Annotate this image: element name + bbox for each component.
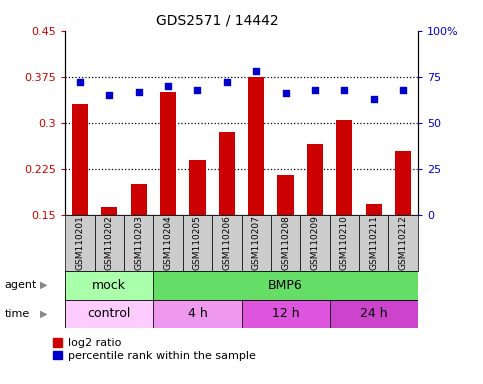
Text: agent: agent	[5, 280, 37, 290]
Text: 24 h: 24 h	[360, 308, 387, 320]
Point	[105, 92, 113, 98]
Bar	[329, 300, 418, 328]
Text: GSM110209: GSM110209	[311, 215, 319, 270]
Bar	[65, 271, 154, 300]
Bar	[278, 175, 294, 215]
Bar	[366, 204, 382, 215]
Bar	[124, 215, 154, 271]
Bar	[271, 215, 300, 271]
Point	[164, 83, 172, 89]
Point	[252, 68, 260, 74]
Bar	[248, 77, 264, 215]
Point	[223, 79, 231, 85]
Text: GSM110201: GSM110201	[75, 215, 85, 270]
Point	[135, 88, 142, 94]
Point	[341, 87, 348, 93]
Bar	[130, 184, 147, 215]
Bar	[189, 160, 205, 215]
Bar	[242, 215, 271, 271]
Text: GSM110211: GSM110211	[369, 215, 378, 270]
Bar	[329, 215, 359, 271]
Bar	[101, 207, 117, 215]
Point	[311, 87, 319, 93]
Text: time: time	[5, 309, 30, 319]
Bar	[154, 215, 183, 271]
Text: BMP6: BMP6	[268, 279, 303, 291]
Point	[282, 90, 289, 96]
Text: GSM110206: GSM110206	[222, 215, 231, 270]
Point	[76, 79, 84, 85]
Bar	[65, 215, 95, 271]
Text: GSM110202: GSM110202	[105, 215, 114, 270]
Bar	[388, 215, 418, 271]
Text: GSM110208: GSM110208	[281, 215, 290, 270]
Bar	[307, 144, 323, 215]
Bar	[212, 215, 242, 271]
Bar	[300, 215, 329, 271]
Bar	[359, 215, 388, 271]
Text: GSM110210: GSM110210	[340, 215, 349, 270]
Bar	[395, 151, 411, 215]
Bar	[65, 300, 154, 328]
Bar	[72, 104, 88, 215]
Text: ▶: ▶	[40, 309, 47, 319]
Bar	[183, 215, 212, 271]
Legend: log2 ratio, percentile rank within the sample: log2 ratio, percentile rank within the s…	[49, 334, 260, 365]
Text: control: control	[87, 308, 131, 320]
Text: GDS2571 / 14442: GDS2571 / 14442	[156, 13, 279, 27]
Bar	[154, 271, 418, 300]
Text: ▶: ▶	[40, 280, 47, 290]
Point	[399, 87, 407, 93]
Bar	[95, 215, 124, 271]
Text: 12 h: 12 h	[272, 308, 299, 320]
Bar	[242, 300, 330, 328]
Point	[194, 87, 201, 93]
Bar	[336, 120, 353, 215]
Bar	[219, 132, 235, 215]
Text: GSM110212: GSM110212	[398, 215, 408, 270]
Bar	[154, 300, 242, 328]
Text: GSM110207: GSM110207	[252, 215, 261, 270]
Text: 4 h: 4 h	[187, 308, 207, 320]
Text: mock: mock	[92, 279, 126, 291]
Text: GSM110203: GSM110203	[134, 215, 143, 270]
Text: GSM110204: GSM110204	[164, 215, 172, 270]
Point	[370, 96, 378, 102]
Text: GSM110205: GSM110205	[193, 215, 202, 270]
Bar	[160, 92, 176, 215]
